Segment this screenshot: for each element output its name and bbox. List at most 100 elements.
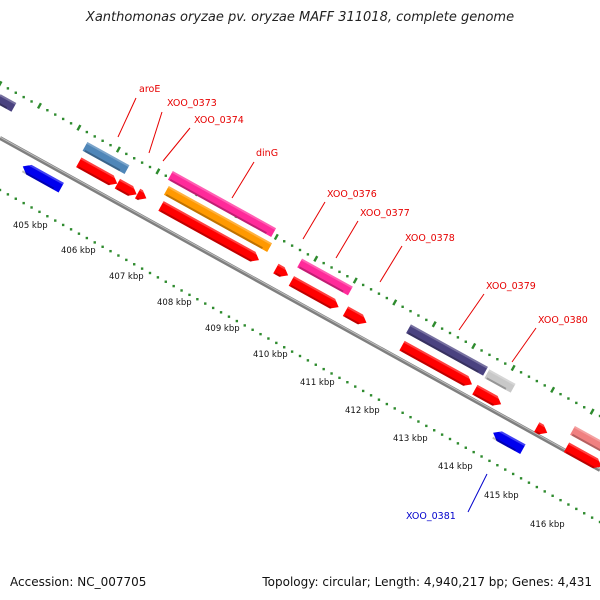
cog-feature-bar (163, 186, 273, 252)
tick-labels: 405 kbp 406 kbp 407 kbp 408 kbp 409 kbp 410 k… (13, 221, 565, 530)
tick-dot-inner (425, 424, 428, 428)
tick-dot-inner (519, 477, 523, 480)
tick-dot-inner (377, 398, 381, 401)
tick-label: 406 kbp (61, 246, 96, 256)
tick-dot-inner (227, 315, 231, 318)
tick-dot-inner (38, 210, 41, 214)
tick-dot-inner (567, 503, 570, 506)
cog-feature-bar (297, 258, 353, 296)
tick-dot-outer (155, 168, 161, 175)
tick-dot-inner (361, 389, 365, 393)
tick-dot-inner (590, 516, 594, 519)
tick-dot-outer (504, 362, 507, 365)
tick-dot-inner (140, 267, 144, 270)
gene-callouts: aroE XOO_0373 XOO_0374 dinG XOO_0376 XOO_0377… (117, 84, 588, 522)
tick-dot-outer (140, 161, 144, 164)
callout-leader-line (467, 473, 488, 513)
tick-label: 410 kbp (253, 350, 288, 360)
tick-dot-inner (77, 232, 81, 235)
tick-dot-outer (488, 353, 491, 357)
tick-dot-inner (219, 311, 223, 314)
tick-dot-outer (361, 283, 365, 287)
tick-dot-inner (527, 481, 531, 484)
tick-dot-outer (589, 408, 595, 415)
tick-dot-outer (273, 233, 279, 241)
tick-dot-inner (117, 254, 120, 257)
tick-dot-inner (456, 442, 460, 445)
gene-label: aroE (139, 84, 160, 95)
tick-dot-outer (510, 364, 516, 372)
tick-dot-inner (267, 337, 270, 340)
cds-forward-arrow (342, 306, 370, 325)
tick-dot-inner (243, 324, 246, 327)
tick-label: 405 kbp (13, 221, 48, 231)
callout-leader-line (162, 127, 191, 162)
gene-label: XOO_0373 (167, 98, 217, 109)
tick-dot-inner (93, 241, 96, 244)
tick-dot-inner (211, 306, 215, 310)
callout-leader-line (511, 327, 537, 363)
tick-dot-outer (283, 240, 286, 243)
tick-dot-inner (30, 206, 33, 209)
tick-dot-inner (61, 223, 65, 227)
inner-tick-dots (0, 188, 600, 524)
cog-feature-bar (167, 171, 277, 237)
gene-label: XOO_0380 (538, 315, 588, 326)
tick-dot-inner (551, 494, 554, 497)
cds-forward-arrow (114, 178, 140, 197)
tick-dot-outer (575, 401, 578, 405)
tick-dot-outer (109, 143, 112, 147)
cog-feature-bar (406, 324, 488, 376)
tick-dot-outer (93, 135, 96, 138)
tick-dot-outer (346, 275, 349, 278)
tick-label: 408 kbp (157, 298, 192, 308)
tick-dot-inner (204, 302, 207, 305)
tick-dot-inner (440, 433, 444, 436)
tick-dot-inner (69, 228, 73, 231)
tick-dot-outer (417, 314, 420, 317)
tick-dot-outer (61, 117, 65, 121)
tick-dot-inner (14, 197, 17, 200)
tick-dot-inner (346, 381, 349, 384)
genome-backbone-highlight (0, 136, 600, 470)
tick-dot-outer (409, 309, 412, 313)
cds-forward-arrow (534, 422, 550, 435)
tick-dot-outer (133, 157, 136, 160)
cds-forward-arrow (472, 384, 504, 407)
tick-dot-outer (456, 336, 460, 339)
feature-track (0, 94, 600, 469)
tick-dot-inner (480, 455, 483, 458)
tick-dot-inner (275, 341, 278, 345)
callout-leader-line (231, 161, 255, 199)
tick-dot-inner (322, 367, 325, 371)
callout-leader-line (335, 220, 359, 259)
tick-dot-inner (559, 498, 562, 502)
tick-dot-inner (417, 420, 420, 423)
tick-dot-outer (464, 340, 467, 343)
cds-reverse-arrow (492, 427, 526, 455)
tick-dot-inner (46, 215, 49, 218)
tick-dot-outer (425, 318, 428, 322)
tick-dot-inner (464, 446, 467, 449)
tick-dot-inner (598, 520, 600, 524)
cds-forward-arrow (158, 201, 262, 263)
tick-dot-outer (306, 253, 310, 256)
gene-label: dinG (256, 148, 278, 159)
tick-dot-inner (393, 407, 396, 410)
tick-dot-outer (115, 146, 121, 153)
tick-dot-inner (298, 354, 302, 358)
tick-dot-outer (392, 299, 398, 306)
tick-label: 407 kbp (109, 272, 144, 282)
tick-dot-outer (559, 392, 562, 396)
tick-dot-inner (409, 415, 412, 419)
tick-label: 413 kbp (393, 434, 428, 444)
tick-dot-outer (352, 277, 358, 284)
tick-dot-inner (188, 293, 191, 297)
tick-dot-inner (354, 385, 357, 388)
gene-label: XOO_0377 (360, 208, 410, 219)
tick-dot-inner (543, 490, 546, 493)
tick-dot-outer (69, 122, 73, 125)
tick-dot-outer (36, 102, 42, 110)
tick-dot-outer (148, 165, 152, 169)
